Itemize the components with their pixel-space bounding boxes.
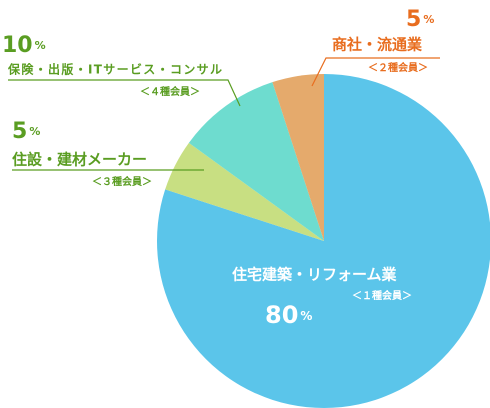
pie-slice <box>157 74 490 408</box>
slice-label: 10 % 保険・出版・ITサービス・コンサル ＜４種会員＞ <box>2 33 222 98</box>
leader-line <box>8 79 241 107</box>
value-unit: % <box>35 39 46 52</box>
leader-line <box>311 57 440 87</box>
leader-lines <box>8 57 440 171</box>
category-label: 保険・出版・ITサービス・コンサル <box>7 62 222 77</box>
value-label: 5% <box>12 119 40 144</box>
value-number: 5 <box>12 119 27 144</box>
member-label: ＜４種会員＞ <box>140 85 200 98</box>
category-label: 商社・流通業 <box>332 36 423 54</box>
member-label: ＜２種会員＞ <box>368 61 428 74</box>
value-unit: % <box>423 13 434 26</box>
value-unit: % <box>300 309 312 323</box>
slice-label: 5 % 住設・建材メーカー ＜３種会員＞ <box>12 119 152 188</box>
value-label: 5% <box>406 7 434 32</box>
slice-label: 5 %商社・流通業＜２種会員＞ <box>332 7 434 74</box>
member-label: ＜３種会員＞ <box>92 175 152 188</box>
value-label: 10% <box>2 33 46 58</box>
value-number: 80 <box>265 301 298 329</box>
member-label: ＜１種会員＞ <box>352 289 412 302</box>
category-label: 住設・建材メーカー <box>12 151 147 169</box>
value-number: 5 <box>406 7 421 32</box>
pie-slice <box>165 142 324 241</box>
value-number: 10 <box>2 33 33 58</box>
value-unit: % <box>29 125 40 138</box>
slice-label: 80 % 住宅建築・リフォーム業 ＜１種会員＞ <box>232 266 412 330</box>
pie-slice <box>188 82 324 242</box>
pie-slice <box>272 74 324 241</box>
pie <box>157 74 490 408</box>
value-label: 80% <box>265 301 312 329</box>
category-label: 住宅建築・リフォーム業 <box>232 266 398 284</box>
